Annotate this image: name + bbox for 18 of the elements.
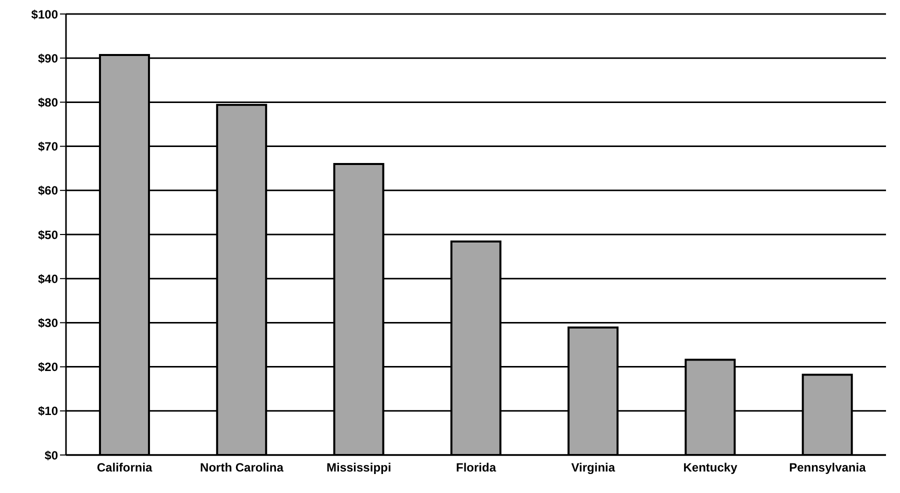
y-tick-label: $0: [44, 448, 58, 462]
y-tick-label: $30: [38, 316, 58, 330]
x-tick-label: Pennsylvania: [789, 460, 866, 475]
y-tick-label: $100: [31, 7, 58, 22]
x-tick-label: California: [96, 460, 153, 475]
y-tick-label: $20: [38, 360, 58, 374]
y-tick-label: $40: [38, 272, 58, 286]
x-tick-label: Mississippi: [326, 460, 392, 475]
y-tick-label: $60: [38, 184, 58, 198]
x-tick-label: Florida: [456, 460, 496, 475]
y-tick-label: $90: [38, 51, 58, 66]
x-tick-label: North Carolina: [200, 460, 284, 475]
y-tick-label: $50: [38, 228, 58, 242]
y-tick-label: $80: [38, 95, 58, 110]
x-tick-label: Kentucky: [683, 460, 738, 475]
y-tick-label: $70: [38, 140, 58, 154]
x-tick-label: Virginia: [571, 460, 616, 475]
y-tick-label: $10: [38, 404, 58, 418]
